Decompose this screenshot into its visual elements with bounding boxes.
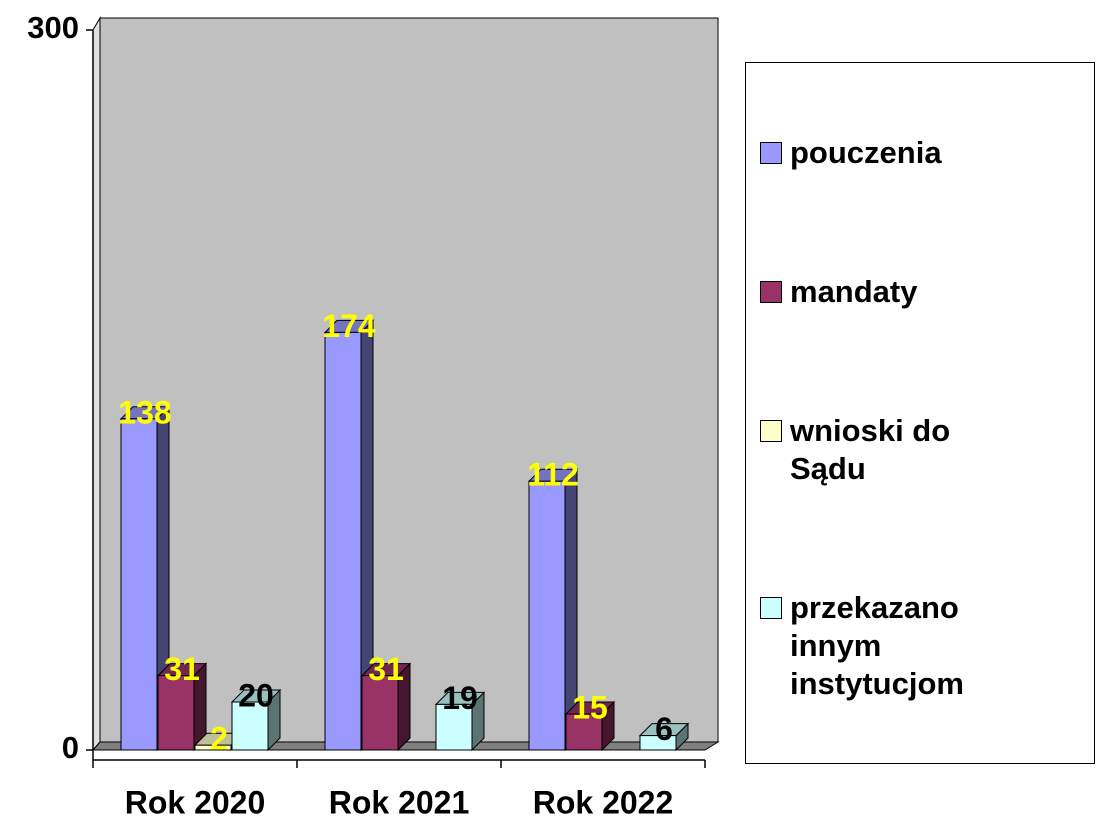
bar xyxy=(120,418,158,751)
y-tick-label: 0 xyxy=(62,730,79,765)
legend-item: wnioski do Sądu xyxy=(760,412,1094,488)
bar xyxy=(361,675,399,751)
side-wall xyxy=(92,16,101,752)
bar xyxy=(639,735,677,751)
data-label: 174 xyxy=(322,308,376,344)
bar xyxy=(231,701,269,751)
bar xyxy=(565,713,603,751)
data-label: 19 xyxy=(442,680,478,716)
legend-swatch xyxy=(760,596,782,619)
legend-swatch xyxy=(760,141,782,164)
x-tick-label: Rok 2022 xyxy=(533,784,674,819)
data-label: 6 xyxy=(655,711,673,747)
x-tick-label: Rok 2020 xyxy=(125,784,266,819)
x-tick-label: Rok 2021 xyxy=(329,784,470,819)
legend: pouczenia mandaty wnioski do Sądu przekazan… xyxy=(745,62,1095,764)
bar xyxy=(194,744,232,751)
legend-item: przekazano innym instytucjom xyxy=(760,589,1094,703)
bar xyxy=(435,703,473,751)
data-label: 20 xyxy=(238,677,274,713)
legend-swatch xyxy=(760,419,782,442)
plot: 0 300 Rok 2020 138 31 2 20 Rok 2021 174 31 19 Rok 2… xyxy=(27,10,720,819)
data-label: 2 xyxy=(210,721,228,757)
data-label: 31 xyxy=(164,651,200,687)
data-label: 15 xyxy=(572,689,608,725)
legend-item: pouczenia xyxy=(760,134,1094,172)
data-label: 112 xyxy=(527,457,579,493)
legend-label: wnioski do Sądu xyxy=(790,412,951,486)
data-label: 138 xyxy=(118,394,171,430)
back-wall xyxy=(99,17,719,743)
bar xyxy=(157,675,195,751)
legend-label: mandaty xyxy=(790,273,918,309)
legend-item: mandaty xyxy=(760,273,1094,311)
bar xyxy=(528,480,566,751)
y-tick-label: 300 xyxy=(27,10,79,45)
legend-label: pouczenia xyxy=(790,134,942,170)
legend-label: przekazano innym instytucjom xyxy=(790,589,964,701)
bar xyxy=(324,331,362,751)
data-label: 31 xyxy=(368,651,404,687)
legend-swatch xyxy=(760,280,782,303)
